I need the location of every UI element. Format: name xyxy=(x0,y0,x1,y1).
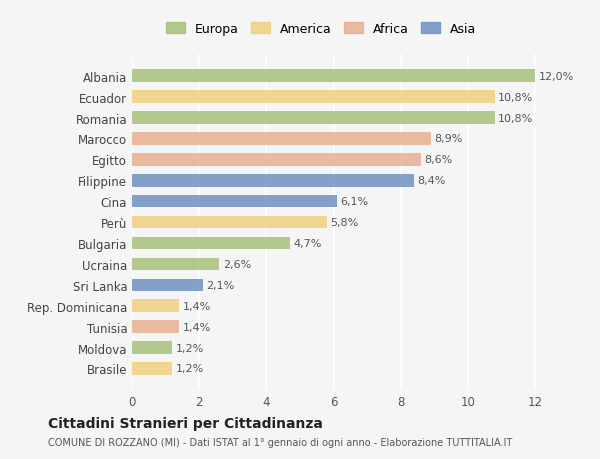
Text: 6,1%: 6,1% xyxy=(340,197,368,207)
Text: 5,8%: 5,8% xyxy=(330,218,358,228)
Bar xyxy=(132,363,172,375)
Bar xyxy=(132,91,495,104)
Bar xyxy=(132,196,337,208)
Text: 1,4%: 1,4% xyxy=(182,322,211,332)
Text: 1,2%: 1,2% xyxy=(176,364,204,374)
Text: 2,1%: 2,1% xyxy=(206,280,234,290)
Bar xyxy=(132,258,220,271)
Text: 10,8%: 10,8% xyxy=(498,92,533,102)
Bar xyxy=(132,154,421,166)
Bar xyxy=(132,237,290,250)
Bar xyxy=(132,279,203,291)
Bar xyxy=(132,112,495,124)
Text: 2,6%: 2,6% xyxy=(223,259,251,269)
Bar xyxy=(132,341,172,354)
Bar xyxy=(132,174,414,187)
Text: 8,9%: 8,9% xyxy=(434,134,463,144)
Text: 12,0%: 12,0% xyxy=(539,72,574,82)
Bar xyxy=(132,321,179,333)
Text: 1,2%: 1,2% xyxy=(176,343,204,353)
Text: 8,6%: 8,6% xyxy=(424,155,452,165)
Text: 8,4%: 8,4% xyxy=(418,176,446,186)
Bar xyxy=(132,70,535,83)
Bar xyxy=(132,133,431,146)
Text: Cittadini Stranieri per Cittadinanza: Cittadini Stranieri per Cittadinanza xyxy=(48,416,323,430)
Text: 10,8%: 10,8% xyxy=(498,113,533,123)
Text: 1,4%: 1,4% xyxy=(182,301,211,311)
Text: COMUNE DI ROZZANO (MI) - Dati ISTAT al 1° gennaio di ogni anno - Elaborazione TU: COMUNE DI ROZZANO (MI) - Dati ISTAT al 1… xyxy=(48,437,512,447)
Legend: Europa, America, Africa, Asia: Europa, America, Africa, Asia xyxy=(161,18,481,41)
Text: 4,7%: 4,7% xyxy=(293,239,322,248)
Bar xyxy=(132,216,327,229)
Bar xyxy=(132,300,179,312)
